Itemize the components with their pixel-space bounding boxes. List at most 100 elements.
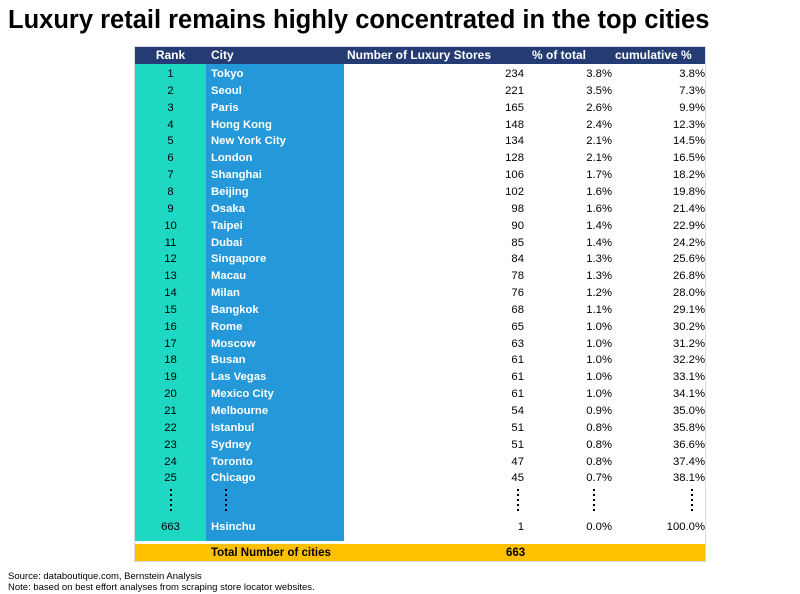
table-row: 3 Paris 165 2.6% 9.9% <box>135 100 705 117</box>
cell-stores: 65 <box>511 320 524 333</box>
cell-cumulative: 37.4% <box>672 455 705 468</box>
vertical-ellipsis-icon <box>223 488 229 514</box>
table-row: 5 New York City 134 2.1% 14.5% <box>135 133 705 150</box>
cell-stores: 106 <box>505 169 524 182</box>
cell-pct-total: 1.0% <box>586 320 612 333</box>
table-row: 19 Las Vegas 61 1.0% 33.1% <box>135 369 705 386</box>
cell-pct-total: 0.9% <box>586 405 612 417</box>
cell-stores: 61 <box>511 388 524 401</box>
cell-pct-total: 1.6% <box>586 185 612 198</box>
cell-cumulative: 100.0% <box>666 521 705 533</box>
cell-rank: 22 <box>164 421 177 434</box>
vertical-ellipsis-icon <box>168 488 174 514</box>
cell-rank: 25 <box>164 472 177 485</box>
cell-cumulative: 34.1% <box>672 388 705 401</box>
rank-column-background <box>135 47 206 541</box>
header-pct-total: % of total <box>532 48 586 62</box>
cell-city: Dubai <box>211 236 243 249</box>
data-table: Rank City Number of Luxury Stores % of t… <box>134 46 706 562</box>
cell-pct-total: 2.1% <box>586 152 612 165</box>
table-row: 11 Dubai 85 1.4% 24.2% <box>135 235 705 252</box>
city-column-background <box>206 47 344 541</box>
cell-city: Moscow <box>211 337 256 350</box>
cell-rank: 11 <box>164 236 177 249</box>
cell-stores: 98 <box>511 202 524 215</box>
table-row: 6 London 128 2.1% 16.5% <box>135 150 705 167</box>
cell-stores: 84 <box>511 253 524 266</box>
vertical-ellipsis-icon <box>591 488 597 514</box>
cell-stores: 78 <box>511 270 524 283</box>
cell-rank: 15 <box>164 303 177 316</box>
cell-rank: 14 <box>164 287 177 300</box>
table-row: 18 Busan 61 1.0% 32.2% <box>135 352 705 369</box>
table-row: 21 Melbourne 54 0.9% 35.0% <box>135 403 705 420</box>
cell-rank: 663 <box>161 521 180 533</box>
cell-pct-total: 1.2% <box>586 287 612 300</box>
cell-cumulative: 25.6% <box>672 253 705 266</box>
cell-city: Beijing <box>211 185 249 198</box>
cell-stores: 45 <box>511 472 524 485</box>
cell-pct-total: 1.1% <box>586 303 612 316</box>
cell-stores: 148 <box>505 118 524 131</box>
cell-rank: 12 <box>164 253 177 266</box>
methodology-note: Note: based on best effort analyses from… <box>8 582 315 593</box>
cell-pct-total: 0.0% <box>586 521 612 533</box>
total-value: 663 <box>506 547 526 559</box>
cell-city: Chicago <box>211 472 256 485</box>
cell-stores: 68 <box>511 303 524 316</box>
cell-cumulative: 9.9% <box>679 101 705 114</box>
cell-stores: 134 <box>505 135 524 148</box>
vertical-ellipsis-icon <box>515 488 521 514</box>
table-row: 1 Tokyo 234 3.8% 3.8% <box>135 66 705 83</box>
cell-stores: 51 <box>511 421 524 434</box>
cell-stores: 165 <box>505 101 524 114</box>
table-row: 20 Mexico City 61 1.0% 34.1% <box>135 386 705 403</box>
cell-pct-total: 1.0% <box>586 337 612 350</box>
cell-cumulative: 36.6% <box>672 438 705 451</box>
cell-stores: 63 <box>511 337 524 350</box>
cell-rank: 6 <box>167 152 174 165</box>
cell-rank: 10 <box>164 219 177 232</box>
cell-city: Paris <box>211 101 239 114</box>
table-row: 25 Chicago 45 0.7% 38.1% <box>135 470 705 487</box>
header-rank: Rank <box>155 48 186 62</box>
cell-city: Bangkok <box>211 303 259 316</box>
cell-rank: 4 <box>167 118 174 131</box>
table-header: Rank City Number of Luxury Stores % of t… <box>135 47 705 64</box>
cell-rank: 3 <box>167 101 174 114</box>
cell-cumulative: 28.0% <box>672 287 705 300</box>
cell-cumulative: 7.3% <box>679 84 705 97</box>
table-row: 12 Singapore 84 1.3% 25.6% <box>135 251 705 268</box>
cell-city: London <box>211 152 253 165</box>
table-row: 17 Moscow 63 1.0% 31.2% <box>135 336 705 353</box>
cell-city: Seoul <box>211 84 242 97</box>
cell-cumulative: 14.5% <box>672 135 705 148</box>
header-stores: Number of Luxury Stores <box>347 48 492 62</box>
cell-pct-total: 1.0% <box>586 388 612 401</box>
cell-cumulative: 26.8% <box>672 270 705 283</box>
table-row: 14 Milan 76 1.2% 28.0% <box>135 285 705 302</box>
cell-city: Busan <box>211 354 246 367</box>
cell-city: Osaka <box>211 202 245 215</box>
cell-stores: 76 <box>511 287 524 300</box>
cell-stores: 47 <box>511 455 524 468</box>
cell-rank: 23 <box>164 438 177 451</box>
table-row: 10 Taipei 90 1.4% 22.9% <box>135 218 705 235</box>
cell-rank: 8 <box>167 185 174 198</box>
cell-rank: 24 <box>164 455 177 468</box>
cell-rank: 1 <box>167 68 174 80</box>
table-row: 8 Beijing 102 1.6% 19.8% <box>135 184 705 201</box>
total-row: Total Number of cities 663 <box>135 544 705 561</box>
cell-city: Toronto <box>211 455 253 468</box>
cell-city: Hong Kong <box>211 118 272 131</box>
cell-rank: 13 <box>164 270 177 283</box>
cell-stores: 234 <box>505 68 524 80</box>
cell-pct-total: 1.7% <box>586 169 612 182</box>
cell-pct-total: 1.6% <box>586 202 612 215</box>
total-label: Total Number of cities <box>211 547 331 559</box>
cell-city: Las Vegas <box>211 371 267 384</box>
cell-pct-total: 2.4% <box>586 118 612 131</box>
cell-rank: 20 <box>164 388 177 401</box>
table-row: 23 Sydney 51 0.8% 36.6% <box>135 437 705 454</box>
cell-rank: 7 <box>167 169 174 182</box>
